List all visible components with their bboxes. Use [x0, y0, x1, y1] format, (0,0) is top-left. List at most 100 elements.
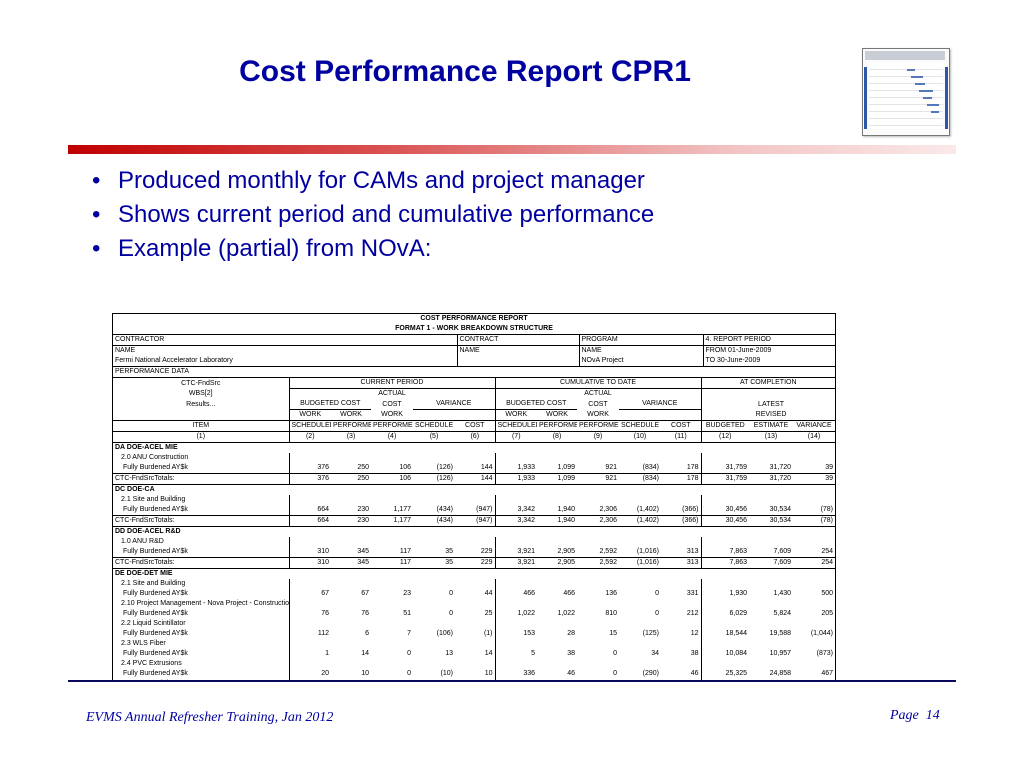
table-cell	[537, 639, 577, 649]
table-cell	[495, 639, 537, 649]
table-cell	[749, 453, 793, 463]
sub-header: REVISED	[755, 411, 787, 418]
table-cell: 7	[407, 630, 411, 637]
row-label: 2.4 PVC Extrusions	[121, 660, 182, 667]
column-header: VARIANCE	[793, 420, 835, 432]
row-label: Fully Burdened AY$k	[123, 650, 188, 657]
table-cell: 331	[661, 589, 702, 599]
row-label: 2.2 Liquid Scintillator	[121, 620, 186, 627]
table-cell	[701, 619, 749, 629]
table-cell: 921	[577, 473, 619, 485]
table-cell: 10	[455, 669, 496, 679]
table-cell: 46	[567, 670, 575, 677]
table-cell	[371, 599, 413, 609]
table-cell	[701, 537, 749, 547]
column-header: SCHEDULED	[288, 420, 331, 432]
name-label: NAME	[113, 345, 458, 356]
table-cell: 810	[605, 610, 617, 617]
table-cell: 2,905	[557, 548, 575, 555]
table-cell	[455, 495, 496, 505]
table-cell	[577, 639, 619, 649]
sub-header: WORK	[505, 411, 528, 418]
report-title: COST PERFORMANCE REPORT	[420, 315, 528, 322]
table-cell: 0	[449, 590, 453, 597]
column-number: (4)	[371, 431, 413, 443]
table-cell	[495, 537, 537, 547]
table-row: Fully Burdened AY$k 310 345 117 35 229 3,921 2,…	[113, 547, 835, 558]
table-cell: (1)	[455, 629, 496, 639]
table-cell: 0	[449, 610, 453, 617]
sub-header: BUDGETED COST	[495, 399, 577, 410]
table-cell: 336	[523, 670, 535, 677]
table-cell: 1,430	[773, 590, 792, 597]
table-cell: 67	[361, 590, 369, 597]
report-data-table: CTC-FndSrc CURRENT PERIOD CUMULATIVE TO …	[113, 378, 835, 681]
contract-label: CONTRACT	[457, 334, 580, 346]
table-cell	[288, 599, 331, 609]
table-cell: 25,325	[725, 670, 748, 677]
table-cell: 67	[288, 589, 331, 599]
table-cell	[495, 579, 537, 589]
row-label: 2.1 Site and Building	[121, 580, 186, 587]
table-cell: 35	[445, 548, 453, 555]
contractor-label: CONTRACTOR	[113, 334, 458, 346]
program-name: NOvA Project	[579, 356, 704, 367]
report-body: DA DOE-ACEL MIE 2.0 ANU Construction Fully…	[113, 442, 835, 681]
table-cell	[413, 579, 455, 589]
table-cell	[288, 495, 331, 505]
table-cell	[331, 599, 371, 609]
table-cell	[371, 579, 413, 589]
bullet-item: Example (partial) from NOvA:	[92, 232, 654, 266]
table-cell: (78)	[793, 515, 835, 527]
table-cell	[413, 495, 455, 505]
table-cell: 467	[821, 670, 834, 677]
table-cell	[288, 579, 331, 589]
table-cell: 144	[455, 473, 496, 485]
table-cell	[619, 579, 661, 589]
table-cell	[455, 659, 496, 669]
table-cell: 39	[825, 464, 834, 471]
table-cell	[331, 659, 371, 669]
table-cell	[288, 537, 331, 547]
table-cell: 35	[413, 557, 455, 569]
table-cell	[371, 639, 413, 649]
table-cell	[577, 579, 619, 589]
table-cell	[537, 495, 577, 505]
table-cell	[793, 659, 835, 669]
row-label: WBS[2]	[188, 390, 213, 397]
table-cell	[661, 495, 702, 505]
table-cell: 376	[288, 473, 331, 485]
footer-course-title: EVMS Annual Refresher Training, Jan 2012	[86, 710, 334, 725]
column-number: (6)	[455, 431, 496, 443]
column-header: PERFORMED	[537, 420, 577, 432]
table-cell: 51	[403, 610, 411, 617]
column-header: BUDGETED	[701, 420, 750, 432]
sub-header: ACTUAL	[584, 390, 612, 397]
table-cell: 2,905	[537, 557, 577, 569]
row-label: Fully Burdened AY$k	[123, 610, 188, 617]
page-number: 14	[925, 708, 940, 723]
table-cell	[749, 495, 793, 505]
table-cell	[413, 619, 455, 629]
table-cell: 230	[331, 515, 371, 527]
column-number: (13)	[749, 431, 794, 443]
table-cell	[537, 599, 577, 609]
table-cell: 30,534	[749, 515, 794, 527]
table-row: Fully Burdened AY$k 20 10 0 (10) 10 336 46 0 (290…	[113, 669, 835, 679]
table-cell: (947)	[455, 505, 496, 516]
table-cell: 229	[455, 547, 496, 558]
table-cell	[371, 619, 413, 629]
table-cell: 230	[357, 506, 369, 513]
report-subtitle: FORMAT 1 - WORK BREAKDOWN STRUCTURE	[113, 324, 835, 335]
sub-header: ACTUAL	[378, 390, 406, 397]
table-cell	[495, 495, 537, 505]
table-cell: 0	[613, 650, 617, 657]
table-cell: 1	[288, 649, 331, 659]
table-cell	[793, 453, 835, 463]
table-row: DD DOE-ACEL R&D	[113, 526, 835, 537]
table-cell: 106	[371, 473, 413, 485]
table-cell	[701, 639, 749, 649]
performance-data-label: PERFORMANCE DATA	[113, 366, 835, 378]
table-cell: 1,022	[517, 610, 535, 617]
table-row: 2.0 ANU Construction	[113, 453, 835, 463]
